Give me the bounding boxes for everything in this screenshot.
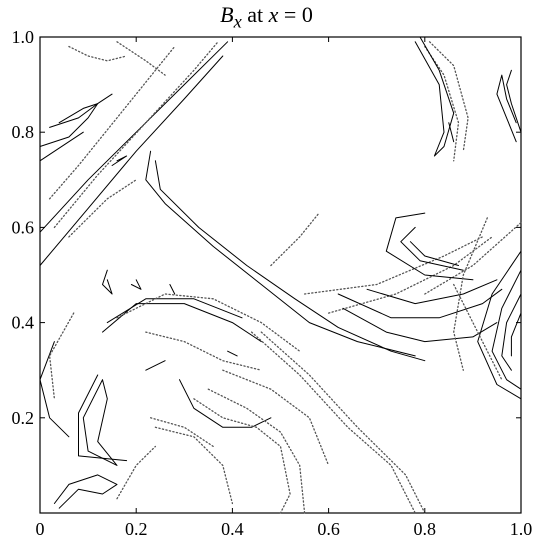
x-tick-label: 0.6 xyxy=(317,519,340,539)
contour-line-25 xyxy=(48,312,75,400)
chart-title: Bx at x = 0 xyxy=(0,2,533,32)
contour-line-42 xyxy=(496,74,517,143)
contour-line-37 xyxy=(260,331,426,514)
contour-line-9 xyxy=(424,221,522,295)
contour-line-12 xyxy=(409,241,459,266)
y-axis: 0.2 0.4 0.6 0.8 1.0 xyxy=(12,27,521,428)
contour-line-46 xyxy=(39,93,113,147)
contour-line-2 xyxy=(53,41,219,229)
title-variable: B xyxy=(220,2,234,27)
contour-line-45 xyxy=(49,103,99,128)
title-middle: at xyxy=(241,2,269,27)
contour-line-36 xyxy=(250,331,416,514)
contour-line-26 xyxy=(82,379,118,466)
contour-line-47 xyxy=(39,131,84,162)
contour-line-39 xyxy=(424,45,460,162)
contour-line-22 xyxy=(106,298,243,324)
contour-line-23 xyxy=(116,293,301,352)
contour-line-57 xyxy=(453,283,503,381)
contour-line-54 xyxy=(145,360,166,371)
contour-line-13 xyxy=(342,307,498,343)
y-tick-label: 0.4 xyxy=(12,313,35,333)
contour-line-32 xyxy=(207,388,306,514)
contour-line-33 xyxy=(222,369,330,467)
contour-line-50 xyxy=(111,155,128,166)
x-tick-label: 0.8 xyxy=(414,519,437,539)
contour-line-18 xyxy=(501,293,522,371)
contour-line-34 xyxy=(154,426,234,505)
contour-line-10 xyxy=(385,212,474,281)
contour-line-51 xyxy=(102,269,113,295)
contour-line-6 xyxy=(154,160,426,362)
contour-line-19 xyxy=(510,312,522,357)
y-tick-label: 1.0 xyxy=(12,27,35,47)
contour-line-43 xyxy=(506,69,522,133)
title-subscript: x xyxy=(233,11,242,32)
contour-line-49 xyxy=(116,41,166,76)
contour-line-0 xyxy=(39,41,229,233)
contour-line-24 xyxy=(39,341,70,438)
contour-line-29 xyxy=(116,445,157,500)
x-tick-label: 0.2 xyxy=(125,519,148,539)
contour-line-11 xyxy=(400,226,464,271)
contour-line-44 xyxy=(448,122,455,143)
contour-line-1 xyxy=(39,55,224,266)
contour-line-38 xyxy=(145,331,262,371)
contour-line-53 xyxy=(169,284,176,295)
contour-line-40 xyxy=(428,41,469,152)
x-tick-label: 0 xyxy=(36,519,45,539)
contour-line-28 xyxy=(53,474,118,509)
x-tick-label: 1.0 xyxy=(510,519,533,539)
contour-line-30 xyxy=(179,379,272,428)
contour-line-17 xyxy=(491,269,522,390)
contour-line-16 xyxy=(477,250,522,400)
contour-line-56 xyxy=(270,212,320,267)
y-tick-label: 0.8 xyxy=(12,122,35,142)
contour-line-35 xyxy=(149,417,214,448)
contour-line-21 xyxy=(102,303,262,343)
contour-line-55 xyxy=(227,350,238,357)
contour-line-15 xyxy=(366,279,498,305)
contour-line-3 xyxy=(68,179,137,238)
x-axis: 0 0.2 0.4 0.6 0.8 1.0 xyxy=(36,37,533,539)
contour-line-4 xyxy=(48,45,176,200)
contour-line-27 xyxy=(78,374,128,462)
contour-line-48 xyxy=(68,45,128,62)
contour-line-20 xyxy=(453,217,488,371)
contour-line-14 xyxy=(337,288,503,319)
contour-line-41 xyxy=(414,36,455,157)
title-condition-variable: x xyxy=(268,2,279,27)
contour-line-52 xyxy=(130,279,142,290)
contour-line-7 xyxy=(303,236,484,295)
y-tick-label: 0.6 xyxy=(12,217,35,237)
y-tick-label: 0.2 xyxy=(12,408,35,428)
contour-lines xyxy=(39,36,522,514)
title-condition-value: = 0 xyxy=(278,2,313,27)
x-tick-label: 0.4 xyxy=(221,519,244,539)
plot-frame xyxy=(39,36,522,514)
contour-line-31 xyxy=(193,398,291,514)
contour-line-5 xyxy=(145,150,416,357)
